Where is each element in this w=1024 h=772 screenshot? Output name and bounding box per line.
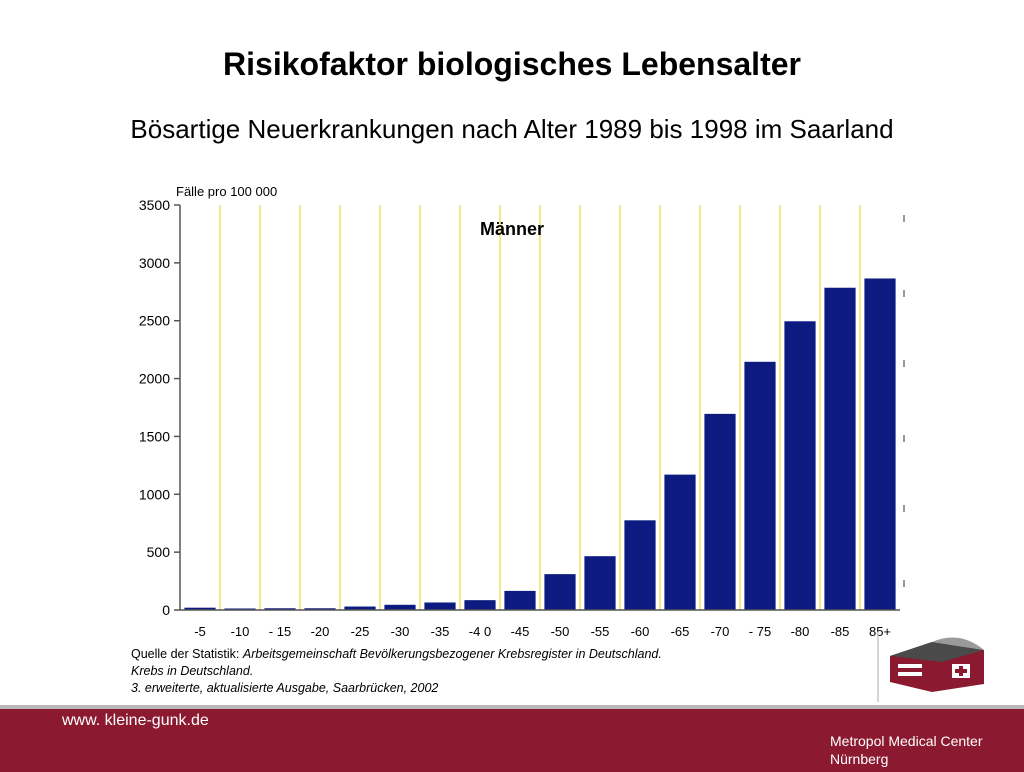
y-axis-label: Fälle pro 100 000 bbox=[176, 184, 277, 199]
footer-url[interactable]: www. kleine-gunk.de bbox=[62, 712, 209, 729]
y-tick-label: 3000 bbox=[139, 255, 170, 271]
y-tick-label: 3500 bbox=[139, 197, 170, 213]
x-tick-label: -65 bbox=[671, 624, 690, 639]
x-tick-label: -50 bbox=[551, 624, 570, 639]
bar-12 bbox=[624, 520, 656, 610]
bar-18 bbox=[864, 278, 896, 610]
y-tick-label: 500 bbox=[147, 544, 171, 560]
bar-10 bbox=[544, 574, 576, 610]
slide-subtitle: Bösartige Neuerkrankungen nach Alter 198… bbox=[130, 114, 894, 144]
x-tick-label: -4 0 bbox=[469, 624, 491, 639]
x-tick-label: -80 bbox=[791, 624, 810, 639]
footer-bar bbox=[0, 705, 1024, 772]
x-tick-label: -20 bbox=[311, 624, 330, 639]
x-tick-label: -45 bbox=[511, 624, 530, 639]
x-tick-label: - 15 bbox=[269, 624, 291, 639]
chart-labels: 0 500 1000 1500 2000 2500 3000 3500 -5 -10 - 15 -20… bbox=[139, 184, 891, 639]
bar-17 bbox=[824, 287, 856, 610]
source-note: Quelle der Statistik: Arbeitsgemeinschaf… bbox=[131, 646, 691, 697]
x-tick-label: -55 bbox=[591, 624, 610, 639]
source-prefix: Quelle der Statistik: bbox=[131, 647, 243, 661]
x-tick-label: -25 bbox=[351, 624, 370, 639]
source-line2: 3. erweiterte, aktualisierte Ausgabe, Sa… bbox=[131, 681, 439, 695]
x-tick-label: 85+ bbox=[869, 624, 891, 639]
x-tick-label: -10 bbox=[231, 624, 250, 639]
bar-15 bbox=[744, 361, 776, 610]
bar-4 bbox=[304, 608, 336, 610]
y-tick-label: 1500 bbox=[139, 428, 170, 444]
bar-16 bbox=[784, 321, 816, 610]
clinic-logo bbox=[877, 632, 984, 702]
footer-org-city: Nürnberg bbox=[830, 751, 889, 767]
bar-13 bbox=[664, 474, 696, 610]
bar-14 bbox=[704, 413, 736, 610]
x-tick-label: -70 bbox=[711, 624, 730, 639]
bar-8 bbox=[464, 600, 496, 610]
y-tick-label: 2000 bbox=[139, 371, 170, 387]
bar-6 bbox=[384, 604, 416, 610]
bar-9 bbox=[504, 590, 536, 610]
x-tick-label: -5 bbox=[194, 624, 206, 639]
x-tick-label: - 75 bbox=[749, 624, 771, 639]
series-annotation: Männer bbox=[480, 219, 544, 239]
footer-org-name: Metropol Medical Center bbox=[830, 733, 983, 749]
bar-1 bbox=[184, 607, 216, 610]
bar-5 bbox=[344, 606, 376, 610]
bar-3 bbox=[264, 608, 296, 610]
x-tick-label: -35 bbox=[431, 624, 450, 639]
chart-bars bbox=[184, 278, 896, 610]
bar-chart: 0 500 1000 1500 2000 2500 3000 3500 -5 -10 - 15 -20… bbox=[139, 184, 905, 639]
x-tick-label: -30 bbox=[391, 624, 410, 639]
x-tick-label: -85 bbox=[831, 624, 850, 639]
source-line1: Arbeitsgemeinschaft Bevölkerungsbezogene… bbox=[131, 647, 662, 678]
bar-7 bbox=[424, 602, 456, 610]
footer-organization: Metropol Medical Center Nürnberg bbox=[830, 732, 983, 768]
y-tick-label: 0 bbox=[162, 602, 170, 618]
y-tick-label: 1000 bbox=[139, 486, 170, 502]
slide-title: Risikofaktor biologisches Lebensalter bbox=[223, 46, 801, 82]
chart-axes bbox=[174, 204, 905, 611]
bar-11 bbox=[584, 556, 616, 610]
chart-gridlines bbox=[219, 205, 861, 610]
x-tick-label: -60 bbox=[631, 624, 650, 639]
y-tick-label: 2500 bbox=[139, 313, 170, 329]
